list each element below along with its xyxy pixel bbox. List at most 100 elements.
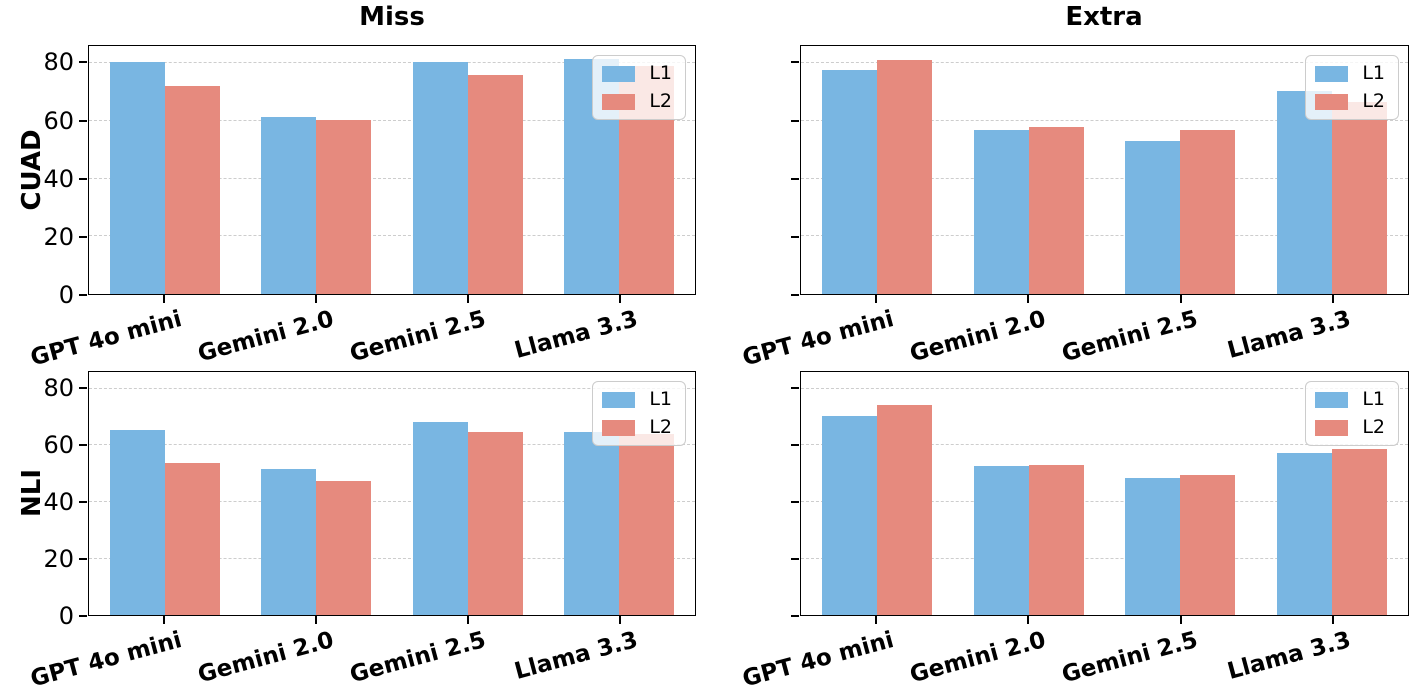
- gridline-20: [89, 235, 695, 237]
- gridline-80: [89, 387, 695, 389]
- bar-l2-llama-3-3: [1332, 449, 1388, 615]
- bar-l1-gpt-4o-mini: [821, 416, 877, 615]
- x-tick-label-gpt-4o-mini: GPT 4o mini: [27, 306, 185, 372]
- bar-l2-gpt-4o-mini: [876, 404, 932, 615]
- legend-label-l2: L2: [1362, 416, 1385, 438]
- bar-l1-gemini-2-0: [973, 129, 1029, 294]
- chart-nli-miss: L1 L2 0 20 40 60 80 GPT 4o mini Gemini 2.0 Gemini…: [27, 371, 696, 685]
- legend-label-l2: L2: [649, 416, 672, 438]
- x-tick-llama-3-3: [619, 295, 621, 303]
- bar-l2-gemini-2-5: [467, 432, 523, 615]
- bar-l1-gemini-2-0: [261, 116, 317, 294]
- y-tick-80: [790, 387, 799, 390]
- bar-l2-gpt-4o-mini: [164, 85, 220, 294]
- bar-l2-gemini-2-5: [467, 74, 523, 294]
- legend-entry-l2: L2: [602, 92, 672, 111]
- legend-entry-l1: L1: [602, 64, 672, 83]
- legend-swatch-l2: [1315, 419, 1349, 436]
- legend-label-l1: L1: [649, 62, 672, 84]
- y-tick-label-0: 0: [58, 281, 74, 309]
- bar-l1-llama-3-3: [1277, 452, 1333, 615]
- legend-swatch-l2: [1315, 93, 1349, 110]
- y-tick-60: [78, 119, 87, 122]
- y-tick-20: [78, 235, 87, 238]
- legend-label-l2: L2: [649, 90, 672, 112]
- y-tick-0: [790, 615, 799, 617]
- x-tick-label-gemini-2-0: Gemini 2.0: [194, 627, 337, 685]
- legend-entry-l1: L1: [1315, 64, 1385, 83]
- legend: L1 L2: [592, 55, 686, 120]
- bar-l1-gpt-4o-mini: [821, 70, 877, 294]
- column-title-extra: Extra: [1065, 2, 1143, 32]
- gridline-40: [801, 500, 1408, 502]
- gridline-80: [801, 387, 1408, 389]
- chart-cuad-miss: L1 L2 0 20 40 60 80 GPT 4o mini Gemini 2.0 Gemini…: [27, 45, 696, 371]
- y-tick-0: [78, 294, 87, 296]
- column-title-miss: Miss: [359, 2, 425, 32]
- y-tick-label-20: 20: [43, 222, 74, 251]
- y-tick-label-80: 80: [43, 48, 74, 77]
- y-tick-20: [78, 558, 87, 561]
- plot-area: L1 L2: [800, 371, 1409, 616]
- x-tick-gemini-2-0: [315, 295, 317, 303]
- x-tick-label-gpt-4o-mini: GPT 4o mini: [739, 306, 897, 372]
- x-tick-label-gpt-4o-mini: GPT 4o mini: [27, 627, 185, 685]
- y-tick-40: [78, 501, 87, 504]
- gridline-20: [801, 557, 1408, 559]
- y-tick-80: [78, 387, 87, 390]
- x-tick-gemini-2-5: [1179, 616, 1182, 624]
- bar-l1-gpt-4o-mini: [109, 62, 165, 294]
- x-tick-label-gemini-2-5: Gemini 2.5: [1059, 306, 1201, 368]
- bar-l1-gemini-2-5: [412, 422, 468, 615]
- y-tick-40: [790, 177, 799, 180]
- legend-label-l2: L2: [1362, 90, 1385, 112]
- y-tick-80: [78, 61, 87, 64]
- chart-cuad-extra: L1 L2 GPT 4o mini Gemini 2.0 Gemini 2.5 Llama…: [740, 45, 1409, 371]
- x-tick-llama-3-3: [1331, 616, 1334, 624]
- legend-swatch-l2: [602, 419, 636, 436]
- y-tick-label-40: 40: [43, 164, 74, 193]
- bar-l1-llama-3-3: [1277, 91, 1333, 294]
- bar-l2-gemini-2-0: [316, 119, 372, 294]
- bar-l1-gemini-2-5: [1125, 478, 1181, 615]
- y-tick-label-20: 20: [43, 545, 74, 574]
- legend-label-l1: L1: [649, 388, 672, 410]
- x-tick-gemini-2-5: [467, 616, 469, 624]
- bar-l1-gemini-2-5: [412, 61, 468, 294]
- bar-l1-llama-3-3: [564, 431, 620, 615]
- x-tick-label-llama-3-3: Llama 3.3: [511, 627, 641, 685]
- gridline-40: [89, 177, 695, 179]
- legend-entry-l1: L1: [602, 390, 672, 409]
- y-tick-label-60: 60: [43, 106, 74, 135]
- x-tick-gpt-4o-mini: [875, 616, 878, 624]
- x-tick-gemini-2-0: [1027, 295, 1030, 303]
- gridline-80: [801, 62, 1408, 64]
- legend-swatch-l1: [602, 391, 636, 408]
- x-tick-gemini-2-5: [467, 295, 469, 303]
- y-tick-20: [790, 235, 799, 238]
- x-tick-label-gemini-2-5: Gemini 2.5: [346, 306, 489, 368]
- x-tick-label-gemini-2-5: Gemini 2.5: [1059, 627, 1201, 685]
- bar-l1-gemini-2-5: [1125, 141, 1181, 294]
- legend-swatch-l1: [1315, 391, 1349, 408]
- y-tick-label-0: 0: [58, 602, 74, 630]
- legend: L1 L2: [1305, 55, 1399, 120]
- x-tick-label-gemini-2-0: Gemini 2.0: [907, 627, 1049, 685]
- bar-l1-gemini-2-0: [261, 469, 317, 615]
- legend-entry-l1: L1: [1315, 390, 1385, 409]
- y-tick-label-80: 80: [43, 374, 74, 403]
- y-tick-label-40: 40: [43, 488, 74, 517]
- bar-l1-gpt-4o-mini: [109, 429, 165, 615]
- gridline-20: [89, 557, 695, 559]
- legend-entry-l2: L2: [1315, 418, 1385, 437]
- legend-swatch-l1: [602, 65, 636, 82]
- y-tick-label-60: 60: [43, 431, 74, 460]
- bar-l2-gemini-2-0: [1028, 127, 1084, 294]
- bar-l2-llama-3-3: [619, 433, 675, 615]
- chart-nli-extra: L1 L2 GPT 4o mini Gemini 2.0 Gemini 2.5 Llama…: [740, 371, 1409, 685]
- y-tick-60: [78, 444, 87, 447]
- x-tick-gemini-2-0: [1027, 616, 1030, 624]
- x-tick-label-llama-3-3: Llama 3.3: [511, 306, 641, 364]
- gridline-40: [89, 500, 695, 502]
- plot-area: L1 L2: [88, 371, 696, 616]
